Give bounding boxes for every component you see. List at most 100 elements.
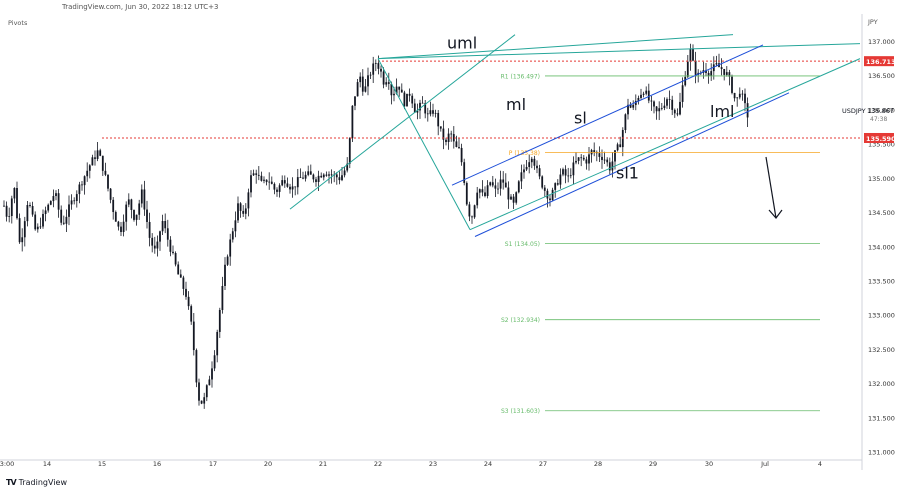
candle-body (577, 157, 580, 161)
candle-body (395, 86, 398, 94)
candle-body (536, 165, 538, 169)
candle-body (354, 96, 356, 106)
candle-body (270, 181, 273, 184)
candle-body (647, 90, 650, 101)
candle-body (419, 102, 421, 111)
candle-body (169, 239, 172, 252)
y-tick-label: 133.500 (868, 277, 895, 285)
x-tick-label: 22 (374, 460, 382, 468)
candle-body (198, 382, 200, 401)
candle-body (715, 63, 718, 65)
candle-body (442, 128, 445, 140)
candle-body (304, 174, 307, 179)
y-tick-label: 135.500 (868, 141, 895, 149)
candle-body (239, 203, 242, 211)
candle-body (601, 156, 603, 160)
candle-body (10, 198, 13, 217)
candle-body (434, 112, 437, 114)
candle-body (231, 231, 234, 240)
candle-body (234, 220, 237, 232)
candle-body (120, 226, 122, 233)
candle-body (634, 100, 637, 106)
candle-body (460, 147, 463, 163)
annotation-sl1: sl1 (616, 163, 639, 182)
candle-body (458, 146, 460, 148)
candle-body (510, 196, 512, 200)
candle-body (393, 93, 395, 96)
candle-body (23, 221, 26, 238)
candle-body (309, 171, 312, 175)
y-tick-label: 132.000 (868, 380, 895, 388)
candle-body (172, 251, 174, 253)
y-tick-label: 132.500 (868, 346, 895, 354)
pivot-label: S2 (132.934) (501, 317, 540, 324)
candle-body (78, 184, 81, 195)
candle-body (543, 187, 546, 191)
candle-body (694, 60, 697, 75)
pivot-label: P (135.38) (509, 150, 540, 157)
candle-body (359, 76, 362, 83)
candle-body (83, 176, 86, 186)
candle-body (369, 74, 372, 76)
y-tick-label: 136.000 (868, 106, 895, 114)
candle-body (81, 184, 83, 186)
candle-body (190, 306, 193, 322)
candle-body (315, 179, 317, 182)
candle-body (582, 157, 585, 160)
candle-body (629, 104, 632, 108)
candle-body (608, 162, 611, 171)
candle-body (437, 112, 440, 127)
down-arrow-shaft (765, 156, 777, 219)
candle-body (60, 209, 63, 223)
candle-body (65, 216, 68, 224)
candle-body (588, 154, 590, 164)
candle-body (668, 99, 671, 100)
candle-body (372, 63, 375, 75)
candle-body (655, 106, 658, 112)
candle-body (161, 220, 164, 232)
candle-body (463, 162, 466, 183)
candle-body (611, 161, 614, 171)
x-tick-label: 17 (209, 460, 217, 468)
candle-body (31, 206, 34, 215)
x-tick-label: 16 (153, 460, 161, 468)
chart-caption: TradingView.com, Jun 30, 2022 18:12 UTC+… (62, 3, 219, 11)
candle-body (226, 256, 229, 265)
x-tick-label: 29 (649, 460, 657, 468)
candle-body (133, 209, 135, 220)
candle-body (68, 204, 70, 217)
candle-body (658, 108, 661, 112)
candle-body (361, 76, 364, 92)
candle-body (94, 157, 96, 159)
candle-body (712, 64, 715, 72)
candle-body (289, 186, 291, 190)
candle-body (676, 113, 679, 115)
candle-body (187, 296, 190, 307)
candle-body (606, 159, 609, 163)
candle-body (465, 182, 468, 205)
candle-body (29, 205, 31, 207)
candle-body (429, 110, 432, 115)
candle-body (616, 144, 619, 151)
candle-body (476, 192, 479, 206)
candle-body (101, 155, 104, 171)
pitchfork-uml-line (377, 34, 734, 60)
x-tick-label: 15 (98, 460, 106, 468)
candle-body (380, 68, 382, 72)
candle-body (109, 188, 112, 200)
x-tick-label: 23 (429, 460, 437, 468)
candle-body (445, 139, 447, 143)
candle-body (322, 174, 325, 178)
candle-body (538, 168, 541, 177)
channel-lower-line (474, 92, 790, 237)
candle-body (3, 205, 5, 207)
candle-body (143, 189, 146, 210)
candle-body (192, 321, 195, 351)
candle-body (36, 226, 39, 230)
candle-body (507, 187, 510, 200)
candle-body (343, 170, 346, 176)
candle-body (679, 101, 681, 115)
candle-body (13, 188, 16, 199)
